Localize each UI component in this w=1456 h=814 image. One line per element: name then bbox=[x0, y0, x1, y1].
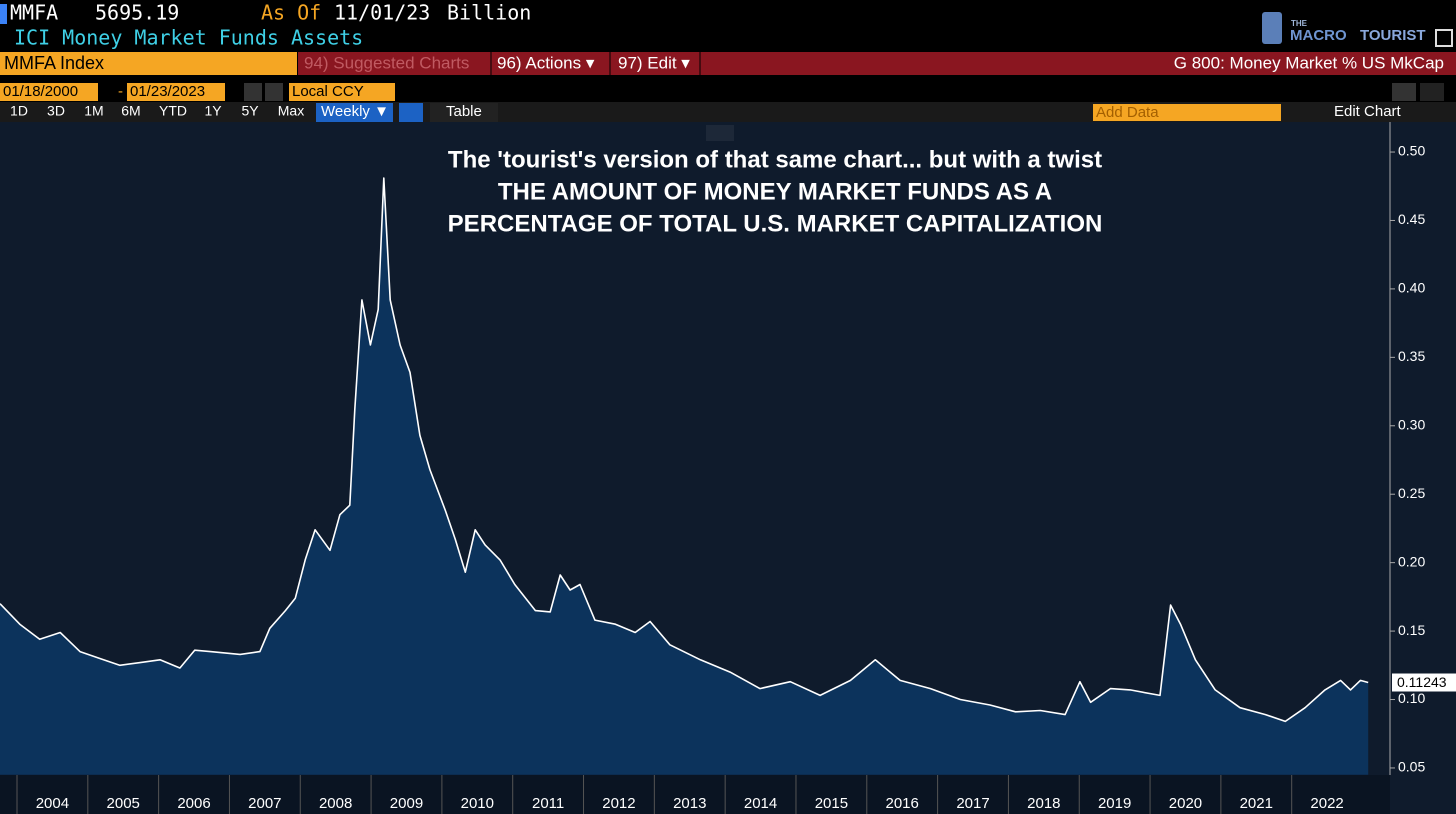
logo-small: THE bbox=[1291, 19, 1308, 28]
undo-button[interactable] bbox=[1392, 83, 1416, 101]
y-tick-label: 0.35 bbox=[1398, 348, 1425, 364]
line bbox=[0, 177, 1369, 723]
table-box[interactable] bbox=[430, 103, 498, 122]
period-button[interactable]: Max bbox=[278, 103, 304, 119]
popout-icon[interactable] bbox=[1435, 29, 1453, 47]
logo-icon bbox=[1262, 12, 1282, 44]
chart-name: G 800: Money Market % US MkCap bbox=[1174, 53, 1444, 72]
period-button[interactable]: 1M bbox=[84, 103, 103, 119]
x-tick-label: 2008 bbox=[319, 795, 352, 812]
security: MMFA Index bbox=[4, 53, 104, 73]
add-data: Add Data bbox=[1096, 104, 1159, 121]
x-axis-strip bbox=[0, 775, 1390, 814]
end-date-box[interactable] bbox=[127, 83, 225, 101]
table-button: Table bbox=[446, 103, 482, 120]
periods: 1D 3D 1M 6M YTD 1Y 5Y Max bbox=[10, 103, 304, 119]
y-tick-label: 0.20 bbox=[1398, 553, 1425, 569]
y-tick-label: 0.30 bbox=[1398, 416, 1425, 432]
y-tick-label: 0.15 bbox=[1398, 622, 1425, 638]
menu[interactable]: 97) Edit ▾ bbox=[618, 53, 690, 72]
y-tick-label: 0.05 bbox=[1398, 759, 1425, 775]
date-separator: - bbox=[118, 83, 123, 100]
edit-chart[interactable]: Edit Chart bbox=[1334, 103, 1402, 120]
y-tick-label: 0.45 bbox=[1398, 211, 1425, 227]
period-button[interactable]: 3D bbox=[47, 103, 65, 119]
annotation: PERCENTAGE OF TOTAL U.S. MARKET CAPITALI… bbox=[448, 210, 1103, 237]
menu[interactable]: 94) Suggested Charts bbox=[304, 53, 469, 72]
period-button[interactable]: 1D bbox=[10, 103, 28, 119]
currency: Local CCY bbox=[292, 83, 364, 100]
as-of-label: As Of bbox=[261, 1, 321, 25]
x-tick-label: 2022 bbox=[1310, 795, 1343, 812]
x-tick-label: 2011 bbox=[532, 795, 564, 812]
unit: Billion bbox=[447, 1, 531, 25]
currency-box[interactable] bbox=[289, 83, 395, 101]
chart-type-icon[interactable] bbox=[706, 125, 734, 141]
area bbox=[0, 178, 1369, 775]
y-tick-label: 0.40 bbox=[1398, 280, 1425, 296]
x-tick-label: 2018 bbox=[1027, 795, 1060, 812]
x-tick-label: 2019 bbox=[1098, 795, 1131, 812]
period-button[interactable]: YTD bbox=[159, 103, 187, 119]
logo-a: MACRO bbox=[1290, 27, 1347, 44]
x-tick-label: 2010 bbox=[461, 795, 494, 812]
x-tick-label: 2012 bbox=[602, 795, 635, 812]
annotation: The 'tourist's version of that same char… bbox=[448, 146, 1102, 173]
security-box[interactable] bbox=[0, 52, 297, 75]
x-tick-label: 2017 bbox=[956, 795, 989, 812]
x-tick-label: 2014 bbox=[744, 795, 777, 812]
x-tick-label: 2013 bbox=[673, 795, 706, 812]
next-button[interactable] bbox=[265, 83, 283, 101]
x-tick-label: 2020 bbox=[1169, 795, 1202, 812]
last-value-tag bbox=[1392, 673, 1456, 692]
x-tick-label: 2005 bbox=[107, 795, 140, 812]
y-tick-label: 0.50 bbox=[1398, 143, 1425, 159]
x-tick-label: 2007 bbox=[248, 795, 281, 812]
prev-button[interactable] bbox=[244, 83, 262, 101]
ticker: MMFA bbox=[10, 1, 58, 25]
logo-b: TOURIST bbox=[1360, 27, 1426, 44]
menu-bar bbox=[298, 52, 1456, 75]
y-tick-label: 0.25 bbox=[1398, 485, 1425, 501]
last-value-label: 0.11243 bbox=[1397, 674, 1447, 690]
price: 5695.19 bbox=[95, 1, 179, 25]
chart-icon[interactable] bbox=[399, 103, 423, 122]
start-date: 01/18/2000 bbox=[3, 83, 78, 100]
period-button[interactable]: 6M bbox=[121, 103, 140, 119]
x-tick-label: 2006 bbox=[177, 795, 210, 812]
end-date: 01/23/2023 bbox=[130, 83, 205, 100]
frequency: Weekly ▼ bbox=[321, 103, 389, 120]
y-tick-label: 0.10 bbox=[1398, 690, 1425, 706]
start-date-box[interactable] bbox=[0, 83, 98, 101]
x-tick-label: 2021 bbox=[1240, 795, 1273, 812]
x-tick-label: 2009 bbox=[390, 795, 423, 812]
period-button[interactable]: 5Y bbox=[241, 103, 259, 119]
marker bbox=[0, 4, 7, 24]
frequency-box[interactable] bbox=[316, 103, 393, 122]
chart: 0.11243 0.05 0.10 0.15 0.20 0.25 0.30 0.35 0.40 0… bbox=[0, 122, 1456, 814]
redo-button[interactable] bbox=[1420, 83, 1444, 101]
as-of: 11/01/23 bbox=[334, 1, 430, 25]
x-tick-label: 2004 bbox=[36, 795, 69, 812]
x-tick-label: 2015 bbox=[815, 795, 848, 812]
x-tick-label: 2016 bbox=[886, 795, 919, 812]
description: ICI Money Market Funds Assets bbox=[14, 26, 363, 50]
add-data-box[interactable] bbox=[1093, 104, 1281, 121]
menu[interactable]: 96) Actions ▾ bbox=[497, 53, 595, 72]
period-button[interactable]: 1Y bbox=[204, 103, 222, 119]
annotation: THE AMOUNT OF MONEY MARKET FUNDS AS A bbox=[498, 178, 1052, 205]
